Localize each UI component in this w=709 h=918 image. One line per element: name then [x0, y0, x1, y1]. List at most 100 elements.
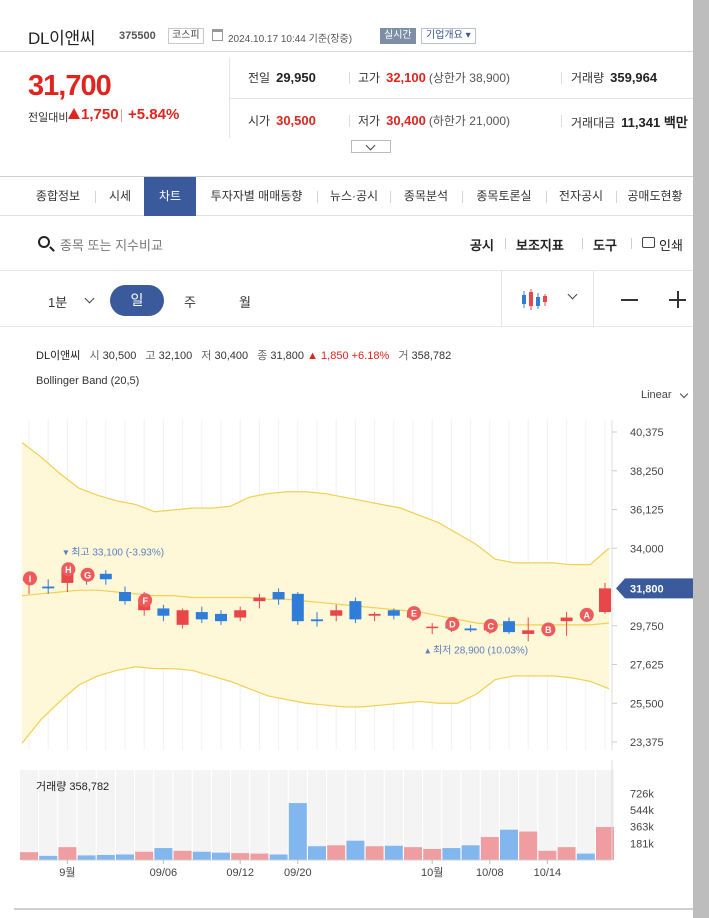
tools-button[interactable]: 도구: [593, 238, 617, 253]
candle-body: [330, 610, 343, 616]
tab-news[interactable]: 뉴스·공시: [329, 189, 379, 203]
volume-column-bg: [384, 770, 403, 860]
y-tick-label: 40,375: [630, 427, 664, 439]
event-marker-H[interactable]: H: [61, 562, 76, 577]
event-marker-C[interactable]: C: [483, 618, 498, 633]
tab-separator: [546, 191, 547, 203]
search-icon[interactable]: [38, 236, 50, 248]
tab-disclosure[interactable]: 전자공시: [558, 189, 604, 203]
candle-body: [99, 573, 112, 580]
compare-search-input[interactable]: 종목 또는 지수비교: [60, 238, 163, 253]
scale-mode-label: Linear: [641, 389, 672, 401]
zoom-in-icon-vertical[interactable]: [677, 291, 679, 308]
tab-discussion[interactable]: 종목토론실: [476, 189, 532, 203]
event-marker-label: I: [29, 574, 32, 584]
price-chart[interactable]: I H G F E D C B A ▾ 최고 33,100 (-3.93%) ▴ 최저 28,900…: [0, 420, 693, 760]
candle-body: [157, 608, 170, 616]
ohlc-change: ▲ 1,850 +6.18%: [307, 350, 390, 362]
realtime-button[interactable]: 실시간: [380, 28, 416, 44]
volume-chart[interactable]: 726k 544k 363k 181k 9월 09/06 09/12 09/20 10월 10/0…: [0, 760, 693, 908]
candlestick-type-icon[interactable]: [520, 288, 548, 312]
candle-30: [599, 582, 611, 614]
event-marker-I[interactable]: I: [23, 571, 37, 586]
volume-column-bg: [461, 770, 480, 860]
print-button[interactable]: 인쇄: [659, 238, 683, 253]
candle-15: [311, 612, 323, 627]
stock-header: DL이앤씨 375500 코스피 2024.10.17 10:44 기준(장중)…: [0, 0, 693, 52]
candle-19: [387, 608, 400, 620]
tab-separator: [616, 191, 617, 203]
month-period-button[interactable]: 월: [239, 295, 251, 310]
day-period-button[interactable]: 일: [110, 285, 164, 316]
indicator-legend[interactable]: Bollinger Band (20,5): [36, 375, 140, 387]
volume-bar-4: [96, 854, 115, 860]
current-price-tag-label: 31,800: [630, 583, 664, 595]
change-percent: +5.84%: [128, 106, 180, 123]
ohlc-low-label: 저: [201, 350, 212, 362]
expand-button[interactable]: [351, 140, 391, 153]
y-tick-label: 38,250: [630, 466, 664, 478]
event-marker-A[interactable]: A: [579, 607, 594, 622]
candle-body: [599, 588, 611, 613]
candle-body: [195, 612, 208, 620]
minute-period-dropdown[interactable]: 1분: [48, 295, 68, 310]
volume-bar-6: [135, 851, 154, 860]
tab-chart[interactable]: 차트: [144, 177, 196, 216]
high-label: 고가: [358, 71, 381, 85]
candle-13: [272, 588, 285, 605]
ohlc-volume: 358,782: [411, 350, 452, 362]
scrollbar-track[interactable]: [693, 0, 709, 918]
volume-tick-label: 181k: [630, 838, 654, 850]
volume-column-bg: [365, 770, 384, 860]
upper-limit: (상한가 38,900): [428, 71, 511, 85]
event-marker-E[interactable]: E: [407, 606, 421, 621]
bollinger-band-area: [22, 442, 609, 744]
volume-column-bg: [346, 770, 365, 860]
indicator-button[interactable]: 보조지표: [516, 238, 564, 253]
candle-body: [253, 597, 266, 602]
chevron-down-icon[interactable]: [567, 289, 578, 300]
company-overview-dropdown[interactable]: 기업개요 ▾: [421, 28, 476, 44]
tab-quotes[interactable]: 시세: [108, 189, 132, 203]
volume-bar-15: [308, 846, 326, 860]
event-marker-circle: [579, 607, 594, 622]
event-marker-G[interactable]: G: [80, 567, 95, 582]
event-marker-label: E: [411, 609, 417, 619]
printer-icon[interactable]: [642, 237, 655, 248]
week-period-button[interactable]: 주: [184, 295, 196, 310]
tab-separator: [390, 191, 391, 203]
volume-column-bg: [557, 770, 576, 860]
scale-mode-dropdown[interactable]: Linear: [641, 389, 689, 401]
event-marker-B[interactable]: B: [541, 622, 556, 637]
tab-investor-trends[interactable]: 투자자별 매매동향: [210, 189, 303, 203]
volume-tick-label: 363k: [630, 822, 654, 834]
day-low: 저가 30,400 (하한가 21,000): [358, 112, 510, 129]
event-marker-F[interactable]: F: [138, 593, 153, 608]
tab-separator: [317, 191, 318, 203]
chevron-down-icon[interactable]: [84, 293, 95, 304]
x-tick-label: 09/20: [284, 867, 312, 879]
day-high: 고가 32,100 (상한가 38,900): [358, 69, 510, 86]
zoom-out-icon[interactable]: [621, 299, 638, 301]
volume-column-bg: [135, 770, 154, 860]
volume-tick-label: 726k: [630, 788, 654, 800]
change-value: 1,750: [81, 106, 119, 123]
tab-short-selling[interactable]: 공매도현황: [627, 189, 683, 203]
low-value: 30,400: [386, 113, 426, 128]
ohlc-stock-name: DL이앤씨: [36, 350, 81, 362]
candle-body: [560, 617, 573, 622]
volume-bar-22: [442, 848, 461, 860]
volume-bar-23: [461, 845, 480, 860]
candle-body: [272, 592, 285, 600]
volume-bar-28: [557, 847, 576, 860]
tab-summary[interactable]: 종합정보: [35, 189, 81, 203]
disclosure-button[interactable]: 공시: [470, 238, 494, 253]
tab-analysis[interactable]: 종목분석: [403, 189, 449, 203]
candle-11: [234, 606, 247, 622]
stock-code: 375500: [119, 30, 156, 42]
y-tick-label: 25,500: [630, 698, 664, 710]
event-marker-D[interactable]: D: [445, 617, 460, 632]
candle-21: [426, 623, 439, 634]
candle-4: [99, 570, 112, 585]
